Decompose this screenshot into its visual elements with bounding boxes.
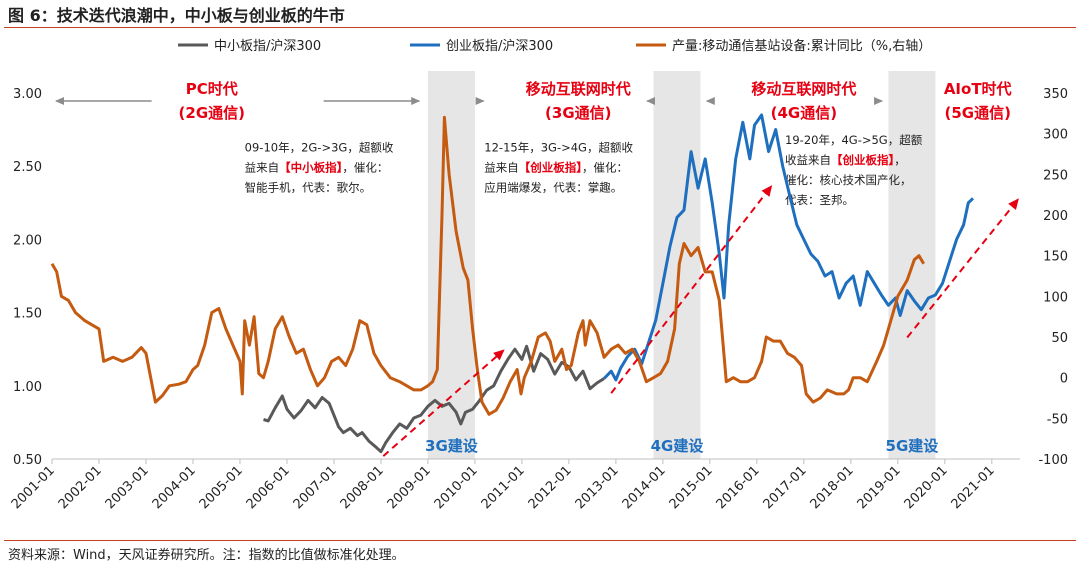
trend-arrow-1 bbox=[382, 349, 505, 457]
x-tick-label: 2020-01 bbox=[902, 463, 951, 512]
y-right-tick-label: 100 bbox=[1043, 290, 1068, 305]
era-labels: PC时代 (2G通信) 移动互联网时代 (3G通信) 移动互联网时代 (4G通信) AIoT… bbox=[55, 80, 1012, 122]
annotation-3-line-1: 19-20年，4G->5G，超额 bbox=[785, 133, 923, 147]
x-tick-label: 2021-01 bbox=[949, 463, 998, 512]
y-right-tick-label: -100 bbox=[1038, 453, 1068, 468]
y-left-tick-label: 2.50 bbox=[13, 160, 42, 175]
x-tick-label: 2016-01 bbox=[714, 463, 763, 512]
x-tick-label: 2008-01 bbox=[338, 463, 387, 512]
title-divider bbox=[4, 27, 1076, 28]
y-left-tick-label: 1.00 bbox=[13, 380, 42, 395]
annotation-text: ，催化： bbox=[342, 161, 388, 175]
y-right-tick-label: 50 bbox=[1051, 331, 1068, 346]
x-tick-label: 2001-01 bbox=[9, 463, 58, 512]
annotation-text: 益来自 bbox=[484, 161, 519, 175]
y-left-tick-label: 3.00 bbox=[13, 87, 42, 102]
y-right-tick-label: 300 bbox=[1043, 128, 1068, 143]
x-tick-label: 2002-01 bbox=[56, 463, 105, 512]
era-label-3: 移动互联网时代 bbox=[751, 80, 856, 98]
annotation-text: 益来自 bbox=[245, 161, 280, 175]
x-tick-label: 2012-01 bbox=[526, 463, 575, 512]
annotation-2-line-1: 12-15年，3G->4G，超额收 bbox=[484, 141, 633, 155]
y-left-tick-label: 0.50 bbox=[13, 453, 42, 468]
series-lines bbox=[50, 113, 975, 454]
series-line-3 bbox=[50, 115, 925, 416]
annotation-2-line-3: 应用端爆发，代表：掌趣。 bbox=[484, 181, 622, 195]
annotation-highlight: 【中小板指】 bbox=[279, 161, 342, 175]
annotation-text: ，催化： bbox=[582, 161, 628, 175]
y-right-tick-label: 250 bbox=[1043, 168, 1068, 183]
era-label-1: (2G通信) bbox=[179, 104, 245, 122]
annotation-highlight: 【创业板指】 bbox=[519, 161, 582, 175]
annotation-text: ， bbox=[894, 153, 906, 167]
y-left-tick-label: 2.00 bbox=[13, 233, 42, 248]
shaded-label-2: 4G建设 bbox=[651, 437, 704, 455]
x-tick-label: 2009-01 bbox=[385, 463, 434, 512]
annotations: 09-10年，2G->3G，超额收益来自【中小板指】，催化：智能手机，代表：歌尔… bbox=[245, 133, 923, 207]
annotation-2-line-2: 益来自【创业板指】，催化： bbox=[484, 161, 628, 175]
shaded-label-1: 3G建设 bbox=[425, 437, 478, 455]
shaded-period-2 bbox=[653, 71, 701, 459]
shaded-label-3: 5G建设 bbox=[886, 437, 939, 455]
annotation-1-line-2: 益来自【中小板指】，催化： bbox=[245, 161, 389, 175]
x-tick-label: 2005-01 bbox=[197, 463, 246, 512]
y-right-tick-label: 200 bbox=[1043, 209, 1068, 224]
x-tick-label: 2017-01 bbox=[761, 463, 810, 512]
x-tick-label: 2010-01 bbox=[432, 463, 481, 512]
y-right-tick-label: 0 bbox=[1060, 372, 1068, 387]
x-tick-label: 2006-01 bbox=[244, 463, 293, 512]
era-label-4: (5G通信) bbox=[944, 104, 1010, 122]
x-tick-label: 2013-01 bbox=[573, 463, 622, 512]
y-right-tick-label: -50 bbox=[1047, 412, 1068, 427]
trend-arrow-3 bbox=[906, 198, 1019, 339]
legend-entry-3: 产量:移动通信基站设备:累计同比（%,右轴） bbox=[672, 38, 931, 54]
x-tick-label: 2011-01 bbox=[479, 463, 528, 512]
line-chart: 3G建设 4G建设 5G建设 中小板指/沪深300 创业板指/沪深300 产量:移动通信… bbox=[9, 38, 1068, 512]
series-line-2 bbox=[603, 113, 975, 382]
era-label-1: PC时代 bbox=[186, 80, 238, 98]
y-right-tick-label: 350 bbox=[1043, 87, 1068, 102]
annotation-1-line-1: 09-10年，2G->3G，超额收 bbox=[245, 141, 394, 155]
legend-entry-1: 中小板指/沪深300 bbox=[214, 38, 321, 54]
era-label-2: 移动互联网时代 bbox=[526, 80, 631, 98]
series-line-1 bbox=[263, 344, 605, 454]
era-label-2: (3G通信) bbox=[545, 104, 611, 122]
x-tick-label: 2004-01 bbox=[150, 463, 199, 512]
era-label-3: (4G通信) bbox=[771, 104, 837, 122]
x-tick-label: 2007-01 bbox=[291, 463, 340, 512]
legend: 中小板指/沪深300 创业板指/沪深300 产量:移动通信基站设备:累计同比（%,右… bbox=[178, 38, 931, 54]
annotation-highlight: 【创业板指】 bbox=[831, 153, 894, 167]
x-tick-label: 2003-01 bbox=[103, 463, 152, 512]
annotation-3-line-2: 收益来自【创业板指】， bbox=[785, 153, 906, 167]
trend-arrows bbox=[382, 185, 1019, 457]
source-note: 资料来源：Wind，天风证券研究所。注：指数的比值做标准化处理。 bbox=[8, 548, 405, 563]
y-right-tick-label: 150 bbox=[1043, 250, 1068, 265]
x-tick-label: 2018-01 bbox=[808, 463, 857, 512]
y-left-tick-label: 1.50 bbox=[13, 307, 42, 322]
footer-divider bbox=[4, 540, 1076, 541]
annotation-text: 收益来自 bbox=[785, 153, 831, 167]
shaded-period-1 bbox=[427, 71, 475, 459]
legend-entry-2: 创业板指/沪深300 bbox=[446, 38, 553, 54]
x-tick-label: 2019-01 bbox=[855, 463, 904, 512]
x-tick-label: 2014-01 bbox=[620, 463, 669, 512]
chart-title: 图 6：技术迭代浪潮中，中小板与创业板的牛市 bbox=[8, 6, 345, 25]
annotation-3-line-4: 代表：圣邦。 bbox=[785, 193, 854, 207]
x-tick-label: 2015-01 bbox=[667, 463, 716, 512]
era-label-4: AIoT时代 bbox=[944, 80, 1012, 98]
trend-arrow-2 bbox=[610, 185, 773, 394]
annotation-3-line-3: 催化：核心技术国产化， bbox=[785, 173, 912, 187]
annotation-1-line-3: 智能手机，代表：歌尔。 bbox=[245, 181, 372, 195]
